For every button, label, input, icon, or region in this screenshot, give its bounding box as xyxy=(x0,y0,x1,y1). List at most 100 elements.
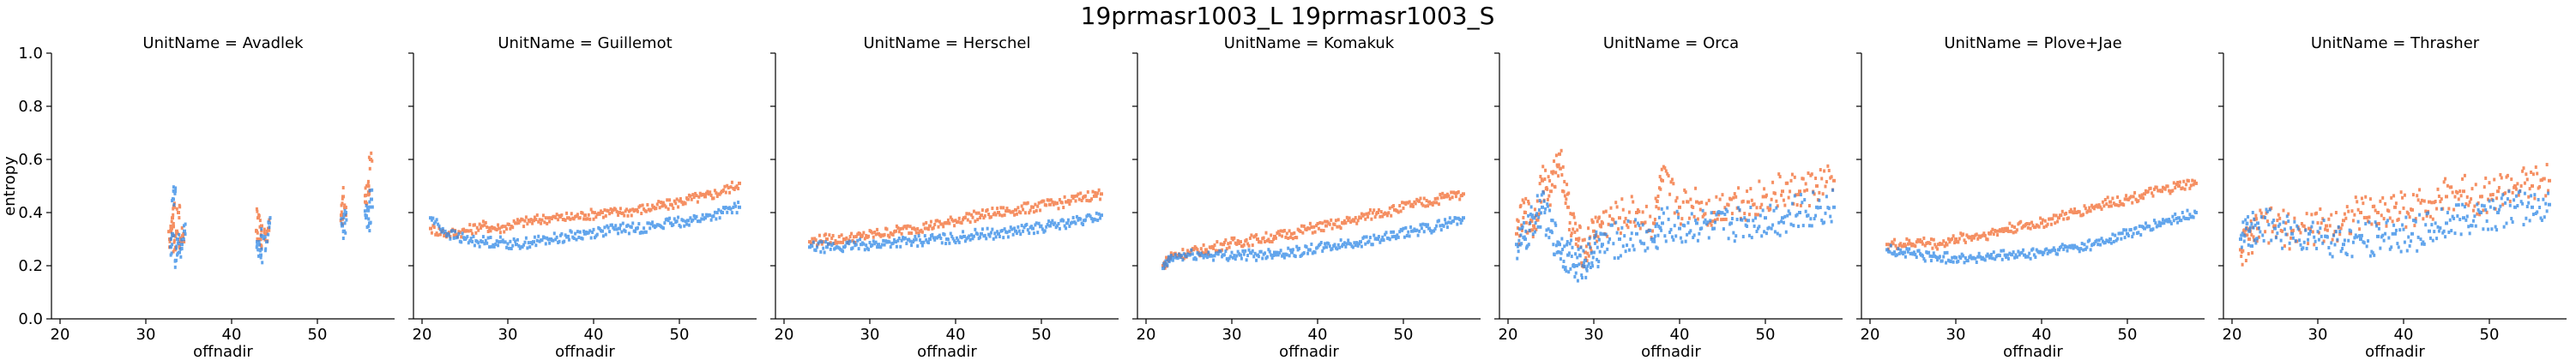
scatter-point xyxy=(1068,224,1071,228)
scatter-point xyxy=(1418,199,1421,203)
scatter-point xyxy=(667,207,670,211)
scatter-point xyxy=(1752,219,1755,223)
scatter-point xyxy=(593,211,596,215)
scatter-point xyxy=(2111,196,2114,201)
scatter-point xyxy=(1403,235,1406,239)
scatter-point xyxy=(517,243,521,248)
scatter-point xyxy=(2408,215,2411,219)
scatter-point xyxy=(618,226,621,231)
scatter-point xyxy=(342,206,346,210)
scatter-point xyxy=(1310,242,1313,246)
scatter-point xyxy=(371,159,374,163)
scatter-point xyxy=(1301,231,1305,235)
scatter-point xyxy=(2373,253,2376,257)
scatter-point xyxy=(1684,190,1687,195)
scatter-point xyxy=(2482,185,2486,189)
scatter-point xyxy=(1729,221,1733,225)
scatter-point xyxy=(1166,263,1169,267)
scatter-point xyxy=(1720,218,1723,222)
scatter-point xyxy=(1615,231,1619,235)
x-tick-label: 20 xyxy=(1499,326,1518,344)
scatter-point xyxy=(2462,216,2465,220)
scatter-point xyxy=(1419,223,1422,227)
scatter-point xyxy=(1368,208,1372,213)
scatter-point xyxy=(2506,173,2509,177)
scatter-point xyxy=(471,231,474,236)
scatter-point xyxy=(1797,193,1801,197)
scatter-point xyxy=(2028,222,2031,226)
scatter-point xyxy=(1520,228,1523,232)
scatter-point xyxy=(809,241,812,245)
scatter-point xyxy=(583,213,587,218)
scatter-point xyxy=(928,237,932,241)
scatter-point xyxy=(2434,200,2437,204)
scatter-point xyxy=(2137,231,2140,235)
x-tick-label: 30 xyxy=(2308,326,2328,344)
scatter-point xyxy=(1270,233,1273,237)
scatter-point xyxy=(2317,237,2320,242)
scatter-point xyxy=(1364,242,1367,246)
scatter-point xyxy=(2316,230,2320,234)
scatter-point xyxy=(1663,234,1667,238)
scatter-point xyxy=(1824,211,1827,215)
scatter-point xyxy=(341,237,345,241)
scatter-point xyxy=(1991,227,1994,231)
scatter-point xyxy=(2002,229,2006,233)
scatter-point xyxy=(1435,201,1439,205)
scatter-point xyxy=(2476,212,2479,216)
scatter-point xyxy=(1601,243,1604,247)
scatter-point xyxy=(1462,216,1465,220)
scatter-point xyxy=(1803,198,1807,202)
scatter-point xyxy=(1537,212,1541,216)
scatter-point xyxy=(1547,227,1550,231)
scatter-point xyxy=(2420,242,2423,246)
scatter-point xyxy=(2404,225,2408,229)
scatter-point xyxy=(686,219,690,223)
scatter-point xyxy=(2248,227,2252,231)
scatter-point xyxy=(1384,232,1387,237)
scatter-point xyxy=(1607,222,1610,226)
scatter-point xyxy=(1733,239,1736,243)
scatter-point xyxy=(563,239,566,243)
scatter-point xyxy=(2501,193,2505,197)
scatter-point xyxy=(183,229,186,233)
scatter-point xyxy=(1302,224,1306,228)
scatter-point xyxy=(709,193,713,197)
scatter-point xyxy=(1201,253,1204,257)
scatter-point xyxy=(902,226,905,231)
scatter-point xyxy=(1936,258,1940,262)
scatter-series xyxy=(1885,208,2198,265)
scatter-point xyxy=(2354,233,2357,237)
scatter-point xyxy=(1553,253,1556,257)
scatter-point xyxy=(2418,213,2422,217)
scatter-point xyxy=(2056,252,2060,256)
scatter-point xyxy=(480,224,484,228)
x-axis-label: offnadir xyxy=(555,343,615,360)
scatter-point xyxy=(1661,178,1664,183)
scatter-point xyxy=(2176,220,2180,225)
scatter-point xyxy=(2416,235,2420,239)
scatter-point xyxy=(1035,208,1038,213)
scatter-point xyxy=(1372,208,1376,213)
scatter-point xyxy=(1963,261,1966,265)
scatter-point xyxy=(940,222,944,226)
scatter-point xyxy=(2178,180,2181,184)
scatter-point xyxy=(1563,179,1566,183)
scatter-point xyxy=(1590,251,1593,255)
scatter-point xyxy=(2018,253,2021,257)
scatter-point xyxy=(2114,238,2118,243)
scatter-point xyxy=(1746,219,1750,223)
scatter-point xyxy=(1531,232,1535,237)
scatter-point xyxy=(1568,242,1572,246)
scatter-point xyxy=(363,194,366,198)
scatter-point xyxy=(615,209,618,213)
scatter-point xyxy=(180,225,184,230)
scatter-point xyxy=(1734,195,1738,199)
scatter-point xyxy=(2350,229,2353,233)
scatter-point xyxy=(2439,226,2442,231)
scatter-point xyxy=(2127,234,2130,238)
scatter-point xyxy=(1358,242,1361,246)
scatter-point xyxy=(2057,248,2060,252)
scatter-point xyxy=(2072,246,2075,250)
scatter-point xyxy=(1278,232,1282,237)
